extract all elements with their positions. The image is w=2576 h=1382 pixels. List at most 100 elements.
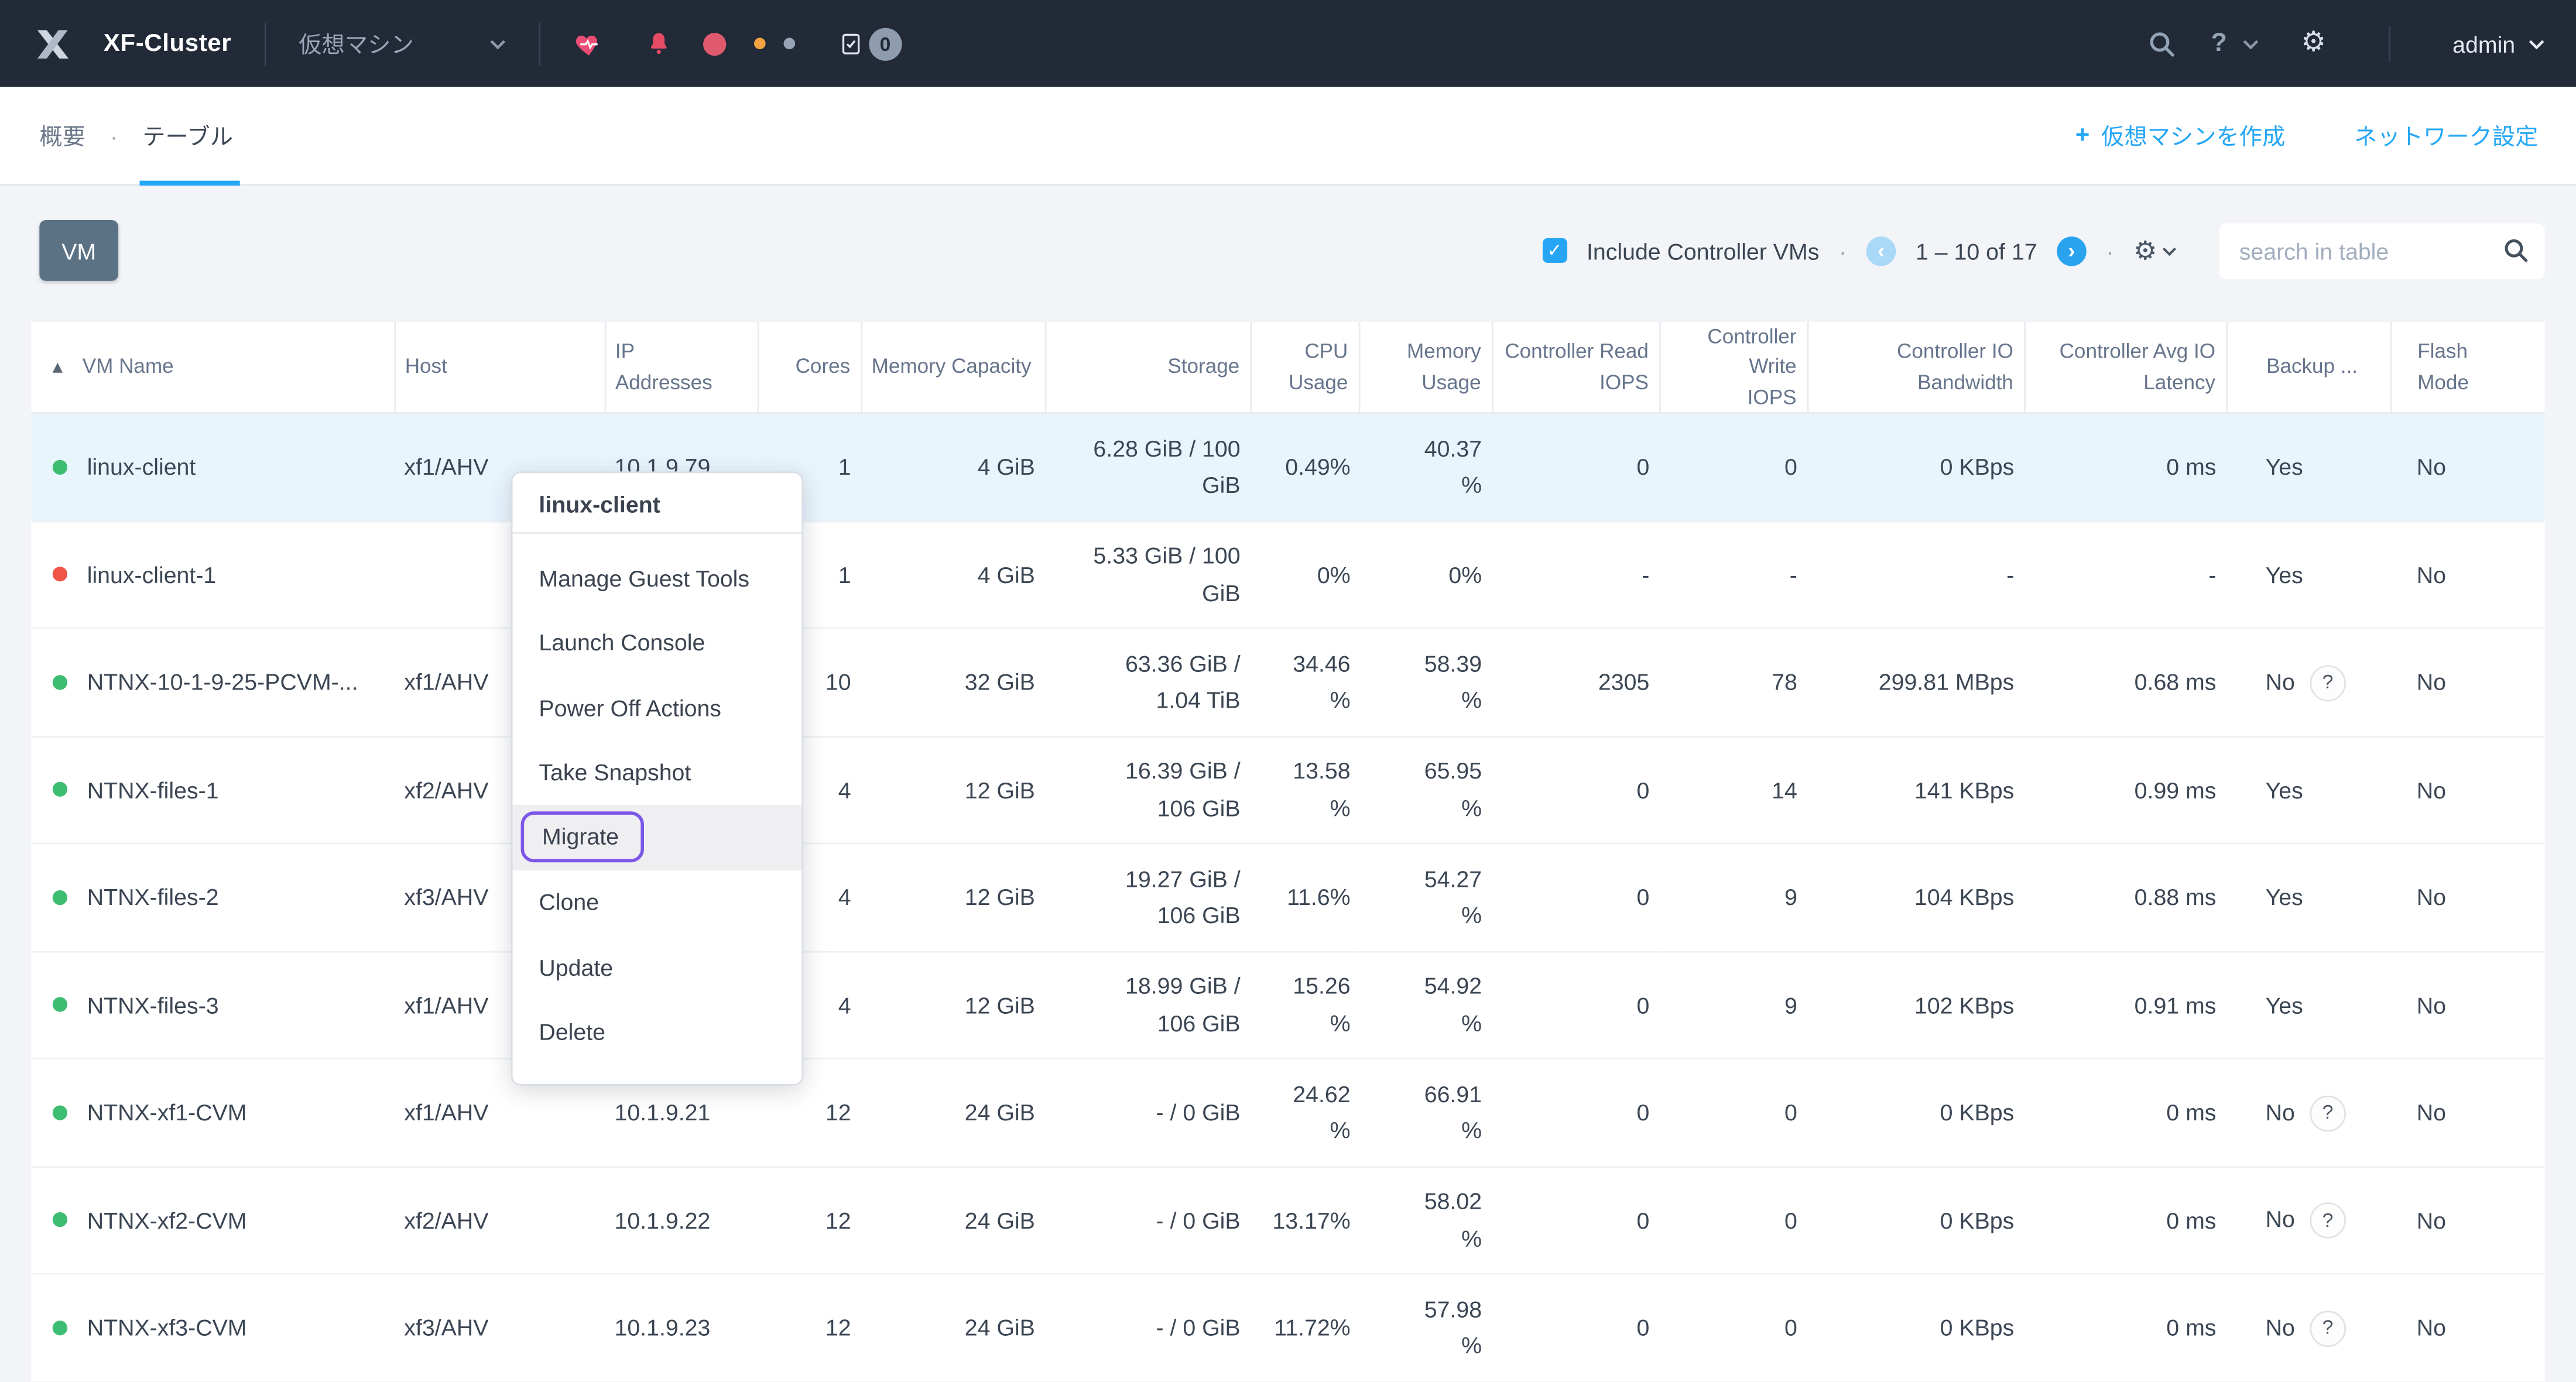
cell-wiops: 0 [1659,1166,1807,1274]
user-menu[interactable]: admin [2452,30,2545,57]
column-header-flash[interactable]: Flash Mode [2390,322,2545,413]
cell-bw: 0 KBps [1807,1274,2024,1381]
menu-item-manage-guest-tools[interactable]: Manage Guest Tools [513,546,802,611]
search-in-table-input[interactable] [2219,222,2545,278]
vm-power-status-dot [53,675,67,690]
pagination-next-button[interactable]: › [2057,236,2087,266]
column-header-memcap[interactable]: Memory Capacity [861,322,1044,413]
vm-name[interactable]: linux-client [87,448,196,485]
cell-riops: 0 [1492,413,1659,521]
help-menu[interactable]: ? [2211,29,2259,59]
cell-storage: 16.39 GiB / 106 GiB [1045,736,1251,843]
cell-name: NTNX-files-3 [31,951,394,1059]
column-header-name[interactable]: ▲VM Name [31,322,394,413]
chevron-down-icon [489,39,506,49]
pagination-prev-button[interactable]: ‹ [1866,236,1896,266]
vm-name[interactable]: NTNX-files-3 [87,986,219,1023]
vm-name[interactable]: NTNX-xf1-CVM [87,1094,247,1131]
vm-power-status-dot [53,890,67,904]
column-header-wiops[interactable]: Controller Write IOPS [1659,322,1807,413]
column-header-backup[interactable]: Backup ... [2226,322,2390,413]
backup-help-icon[interactable]: ? [2310,1095,2346,1131]
tab-overview[interactable]: 概要 [39,119,85,152]
vm-table-row[interactable]: NTNX-files-3xf1/AHV412 GiB18.99 GiB / 10… [31,951,2544,1059]
cell-flash: No [2390,1059,2545,1167]
alerts-bell-icon[interactable] [645,30,672,58]
vm-table-row[interactable]: linux-clientxf1/AHV10.1.9.7914 GiB6.28 G… [31,413,2544,521]
table-settings-gear[interactable]: ⚙ [2133,237,2177,263]
settings-gear-icon[interactable]: ⚙ [2301,30,2326,58]
gear-icon: ⚙ [2133,237,2157,263]
cell-mem: 58.39 % [1359,628,1492,736]
cell-backup: No? [2226,628,2390,736]
health-heart-icon[interactable] [573,29,604,59]
plus-icon: + [2075,122,2090,150]
menu-item-update[interactable]: Update [513,935,802,1000]
tasks-count-badge: 0 [869,27,902,60]
column-header-ip[interactable]: IP Addresses [605,322,758,413]
backup-help-icon[interactable]: ? [2310,665,2346,701]
menu-item-migrate[interactable]: Migrate [513,805,802,870]
context-menu-title: linux-client [513,473,802,534]
vm-table-row[interactable]: NTNX-xf3-CVMxf3/AHV10.1.9.231224 GiB- / … [31,1274,2544,1381]
vm-table-row[interactable]: NTNX-xf2-CVMxf2/AHV10.1.9.221224 GiB- / … [31,1166,2544,1274]
vm-name[interactable]: NTNX-files-2 [87,879,219,915]
cell-flash: No [2390,628,2545,736]
network-config-label: ネットワーク設定 [2354,119,2538,152]
vm-name[interactable]: NTNX-xf3-CVM [87,1309,247,1346]
info-alerts-dot[interactable] [783,38,795,50]
network-config-link[interactable]: ネットワーク設定 [2354,119,2538,152]
column-header-mem[interactable]: Memory Usage [1359,322,1492,413]
cell-memcap: 24 GiB [861,1166,1044,1274]
tab-separator-dot: · [110,122,118,149]
cell-bw: 0 KBps [1807,1166,2024,1274]
create-vm-link[interactable]: + 仮想マシンを作成 [2075,119,2286,152]
menu-item-delete[interactable]: Delete [513,1000,802,1065]
warning-alerts-dot[interactable] [754,38,766,50]
search-icon[interactable] [2504,237,2529,262]
backup-help-icon[interactable]: ? [2310,1203,2346,1239]
vm-type-button[interactable]: VM [39,220,118,281]
cell-flash: No [2390,521,2545,629]
cell-ip: 10.1.9.23 [605,1274,758,1381]
cell-memcap: 24 GiB [861,1059,1044,1167]
cell-flash: No [2390,843,2545,951]
search-icon[interactable] [2149,30,2175,57]
cell-storage: 6.28 GiB / 100 GiB [1045,413,1251,521]
vm-name[interactable]: NTNX-files-1 [87,771,219,808]
vm-table-row[interactable]: NTNX-files-1xf2/AHV412 GiB16.39 GiB / 10… [31,736,2544,843]
column-header-riops[interactable]: Controller Read IOPS [1492,322,1659,413]
cell-wiops: 9 [1659,951,1807,1059]
cell-host: xf3/AHV [394,1274,604,1381]
column-header-lat[interactable]: Controller Avg IO Latency [2024,322,2226,413]
divider [2389,25,2390,61]
vm-name[interactable]: NTNX-10-1-9-25-PCVM-... [87,664,358,701]
column-header-cores[interactable]: Cores [758,322,861,413]
column-header-bw[interactable]: Controller IO Bandwidth [1807,322,2024,413]
vm-name[interactable]: NTNX-xf2-CVM [87,1202,247,1239]
vm-table-row[interactable]: NTNX-10-1-9-25-PCVM-...xf1/AHV1032 GiB63… [31,628,2544,736]
column-header-storage[interactable]: Storage [1045,322,1251,413]
nutanix-x-logo-icon[interactable] [31,22,74,65]
vm-name[interactable]: linux-client-1 [87,556,217,593]
menu-item-clone[interactable]: Clone [513,870,802,935]
tab-table[interactable]: テーブル [142,119,233,152]
column-header-cpu[interactable]: CPU Usage [1250,322,1358,413]
menu-item-power-off-actions[interactable]: Power Off Actions [513,675,802,740]
vm-table-row[interactable]: NTNX-files-2xf3/AHV412 GiB19.27 GiB / 10… [31,843,2544,951]
backup-help-icon[interactable]: ? [2310,1311,2346,1347]
chevron-down-icon [2242,39,2258,49]
divider [264,22,266,65]
column-header-host[interactable]: Host [394,322,604,413]
tasks-indicator[interactable]: 0 [838,27,902,60]
cell-flash: No [2390,1166,2545,1274]
menu-item-launch-console[interactable]: Launch Console [513,610,802,675]
sort-ascending-icon: ▲ [53,361,63,375]
vm-table-row[interactable]: linux-client-114 GiB5.33 GiB / 100 GiB0%… [31,521,2544,629]
cell-cpu: 11.6% [1250,843,1358,951]
include-controller-vms-checkbox[interactable]: ✓ [1542,238,1567,263]
critical-alerts-dot[interactable] [703,32,726,55]
vm-table-row[interactable]: NTNX-xf1-CVMxf1/AHV10.1.9.211224 GiB- / … [31,1059,2544,1167]
entity-menu-virtual-machines[interactable]: 仮想マシン [299,27,506,60]
menu-item-take-snapshot[interactable]: Take Snapshot [513,740,802,805]
